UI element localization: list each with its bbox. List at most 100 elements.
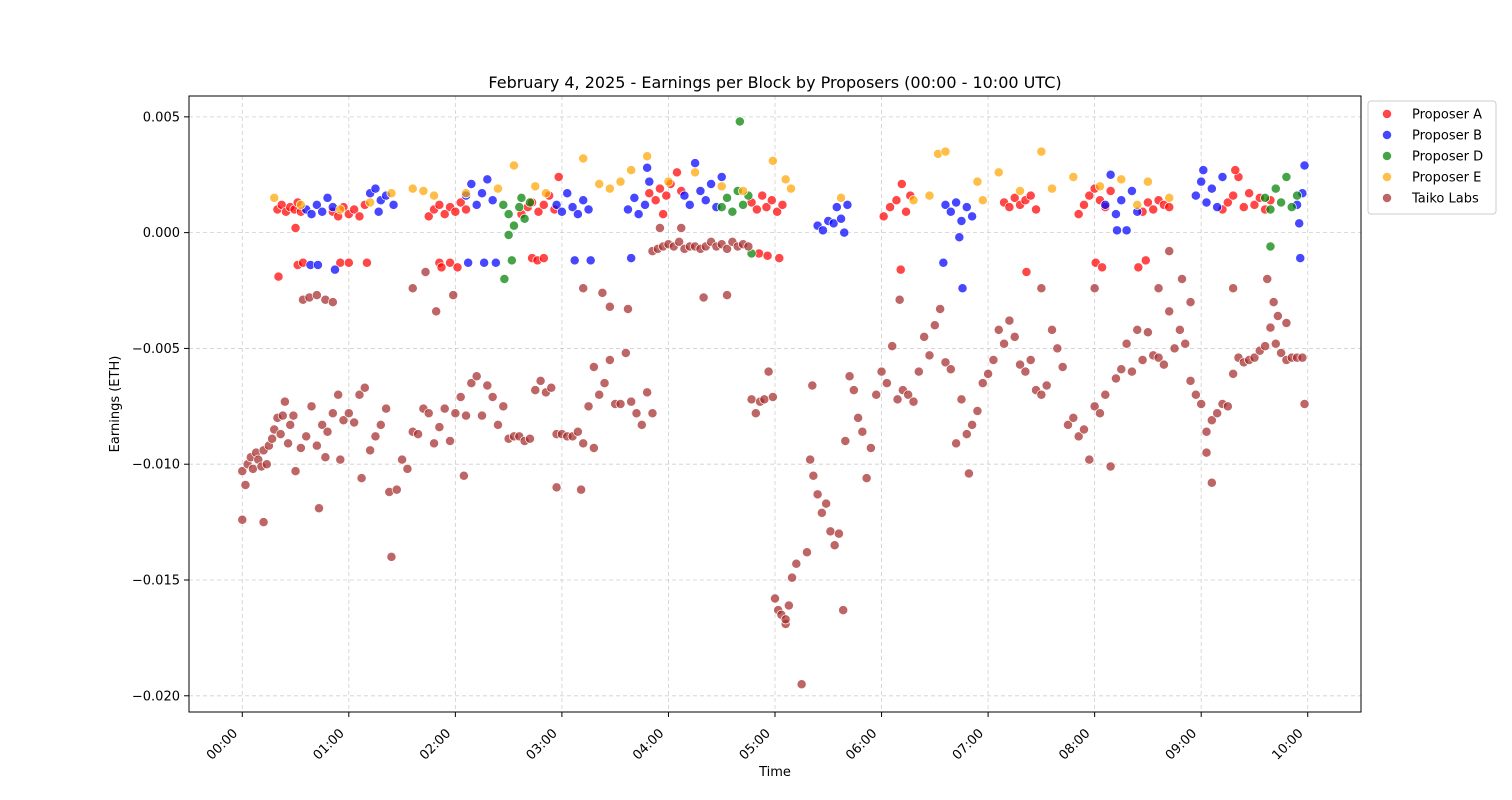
data-point (766, 195, 777, 206)
data-point (791, 558, 802, 569)
data-point (780, 614, 791, 625)
data-point (757, 190, 768, 201)
data-point (654, 183, 665, 194)
data-point (349, 417, 360, 428)
data-point (1244, 188, 1255, 199)
data-point (1009, 331, 1020, 342)
data-point (588, 443, 599, 453)
legend-marker (1382, 151, 1392, 161)
data-point (1249, 199, 1260, 210)
data-point (1270, 338, 1281, 349)
data-point (894, 294, 905, 305)
data-point (640, 199, 650, 210)
data-point (698, 292, 709, 303)
data-point (1036, 146, 1047, 157)
data-point (679, 190, 690, 201)
data-point (503, 229, 514, 240)
data-point (514, 202, 525, 213)
data-point (836, 192, 847, 203)
data-point (770, 593, 780, 604)
data-point (672, 167, 682, 178)
data-point (903, 389, 914, 400)
data-point (1196, 176, 1207, 187)
data-point (594, 389, 605, 400)
data-point (1116, 195, 1127, 206)
data-point (642, 162, 653, 173)
data-point (267, 433, 278, 444)
data-point (322, 192, 333, 203)
data-point (1025, 355, 1036, 365)
legend-label: Proposer E (1412, 171, 1481, 186)
data-point (695, 185, 706, 196)
data-point (716, 181, 727, 192)
data-point (1095, 181, 1105, 192)
data-point (808, 470, 819, 481)
data-point (896, 179, 907, 189)
data-point (885, 202, 896, 213)
data-point (524, 197, 535, 208)
data-point (1299, 399, 1310, 409)
data-point (881, 378, 892, 389)
data-point (482, 174, 493, 185)
data-point (439, 403, 450, 414)
data-point (1063, 419, 1073, 430)
data-point (237, 466, 248, 477)
data-point (1073, 209, 1084, 220)
data-point (479, 257, 490, 268)
data-point (924, 350, 935, 361)
data-point (848, 385, 859, 396)
data-point (578, 153, 589, 164)
data-point (466, 179, 477, 189)
data-point (1222, 401, 1233, 412)
data-point (891, 195, 902, 206)
data-point (509, 160, 519, 171)
data-point (1057, 361, 1068, 372)
data-point (1015, 185, 1026, 196)
data-point (767, 155, 778, 166)
data-point (1116, 174, 1127, 185)
data-point (604, 355, 615, 365)
data-point (1047, 324, 1057, 335)
data-point (386, 188, 397, 199)
data-point (626, 396, 637, 407)
data-point (805, 454, 816, 465)
data-point (423, 408, 434, 419)
data-point (594, 179, 605, 189)
data-point (519, 213, 530, 224)
data-point (1137, 355, 1148, 365)
data-point (1249, 352, 1260, 363)
data-point (1268, 297, 1279, 308)
data-point (445, 436, 455, 447)
data-point (1212, 202, 1223, 213)
data-point (343, 408, 354, 419)
data-point (650, 195, 661, 206)
data-point (661, 190, 672, 201)
data-point (751, 204, 762, 215)
data-point (1286, 202, 1297, 213)
legend-marker (1382, 193, 1392, 203)
data-point (825, 526, 836, 537)
data-point (1142, 176, 1153, 187)
data-point (1217, 172, 1228, 183)
data-point (349, 204, 360, 215)
series-proposer-b (301, 158, 1310, 294)
x-axis-label: Time (758, 765, 791, 780)
data-point (993, 324, 1004, 335)
data-point (1276, 197, 1287, 208)
data-point (1142, 197, 1153, 208)
data-point (763, 366, 774, 377)
chart-title: February 4, 2025 - Earnings per Block by… (488, 73, 1061, 92)
data-point (1272, 311, 1283, 321)
data-point (636, 419, 647, 430)
data-point (450, 206, 461, 217)
data-point (836, 213, 847, 224)
data-point (471, 371, 482, 382)
data-point (413, 429, 424, 440)
data-point (562, 188, 573, 199)
data-point (623, 304, 633, 315)
data-point (578, 283, 589, 294)
data-point (1153, 283, 1164, 294)
data-point (311, 290, 322, 301)
data-point (956, 216, 967, 227)
data-point (436, 262, 447, 273)
